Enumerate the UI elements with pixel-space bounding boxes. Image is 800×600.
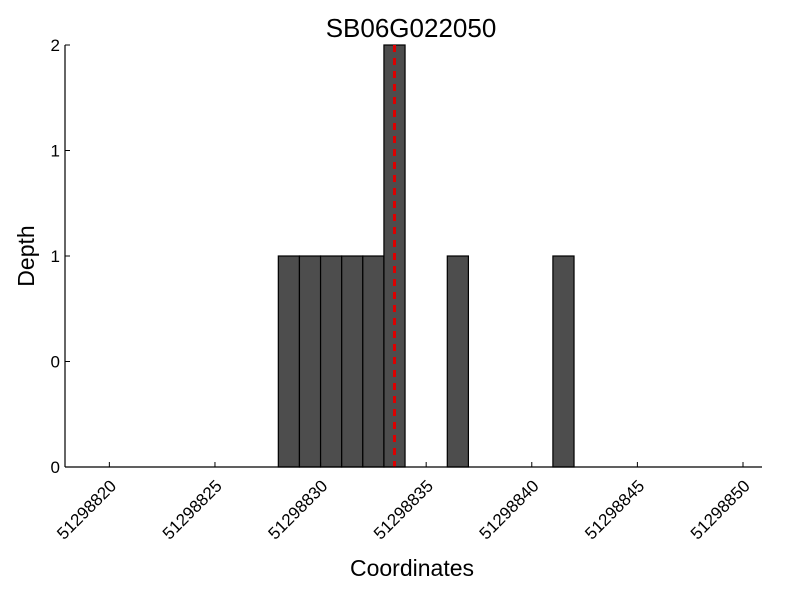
bar-8	[552, 255, 575, 468]
x-axis-title: Coordinates	[350, 555, 474, 581]
bar-3	[319, 255, 343, 468]
x-tick-label: 51298835	[370, 476, 437, 543]
y-ticks: 0 0 1 1 2	[51, 36, 70, 477]
x-tick-label: 51298820	[53, 476, 120, 543]
axes-layer	[64, 45, 762, 468]
y-tick-label: 0	[51, 458, 60, 477]
bar-7	[446, 255, 470, 468]
x-tick-label: 51298840	[476, 476, 543, 543]
y-axis-title: Depth	[13, 225, 39, 286]
y-tick-label: 0	[51, 353, 60, 372]
x-tick-label: 51298845	[581, 476, 648, 543]
y-tick-label: 1	[51, 142, 60, 161]
x-ticks: 51298820 51298825 51298830 51298835 51298840…	[53, 462, 754, 543]
bar-5	[362, 255, 385, 468]
chart-title: SB06G022050	[326, 13, 497, 43]
bar-2	[298, 255, 322, 468]
bar-4	[341, 255, 364, 468]
x-tick-label: 51298830	[264, 476, 331, 543]
bar-1	[277, 255, 301, 468]
x-tick-label: 51298850	[687, 476, 754, 543]
x-tick-label: 51298825	[159, 476, 226, 543]
bars-layer	[277, 44, 575, 468]
y-tick-label: 1	[51, 247, 60, 266]
y-tick-label: 2	[51, 36, 60, 55]
